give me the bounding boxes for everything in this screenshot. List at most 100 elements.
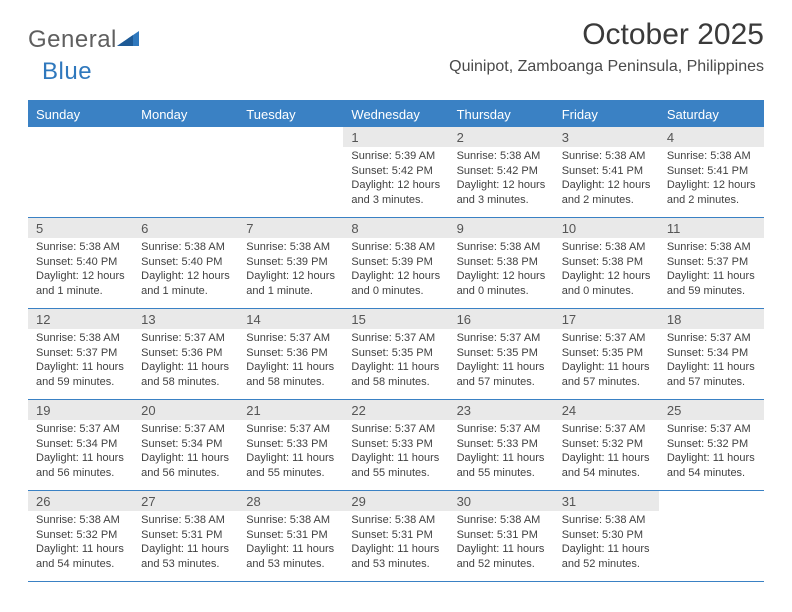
day-number: 18	[659, 309, 764, 329]
day-cell: Sunrise: 5:38 AMSunset: 5:38 PMDaylight:…	[554, 238, 659, 308]
day-cell: Sunrise: 5:38 AMSunset: 5:30 PMDaylight:…	[554, 511, 659, 581]
daylight-text-1: Daylight: 12 hours	[141, 269, 230, 284]
day-number: 19	[28, 400, 133, 420]
day-cell: Sunrise: 5:38 AMSunset: 5:39 PMDaylight:…	[343, 238, 448, 308]
sunrise-text: Sunrise: 5:38 AM	[246, 513, 335, 528]
daylight-text-2: and 54 minutes.	[667, 466, 756, 481]
day-number: 26	[28, 491, 133, 511]
sunset-text: Sunset: 5:35 PM	[351, 346, 440, 361]
day-cell: Sunrise: 5:37 AMSunset: 5:36 PMDaylight:…	[238, 329, 343, 399]
day-cell	[28, 147, 133, 217]
daylight-text-2: and 55 minutes.	[457, 466, 546, 481]
sunset-text: Sunset: 5:34 PM	[141, 437, 230, 452]
day-number: 29	[343, 491, 448, 511]
day-cell: Sunrise: 5:38 AMSunset: 5:37 PMDaylight:…	[28, 329, 133, 399]
daylight-text-1: Daylight: 11 hours	[141, 451, 230, 466]
sunrise-text: Sunrise: 5:37 AM	[351, 331, 440, 346]
day-number: 2	[449, 127, 554, 147]
day-number: 3	[554, 127, 659, 147]
sunset-text: Sunset: 5:33 PM	[457, 437, 546, 452]
sunrise-text: Sunrise: 5:37 AM	[246, 331, 335, 346]
sunset-text: Sunset: 5:36 PM	[141, 346, 230, 361]
brand-word2: Blue	[42, 58, 92, 85]
daylight-text-1: Daylight: 12 hours	[351, 178, 440, 193]
day-cell: Sunrise: 5:37 AMSunset: 5:34 PMDaylight:…	[28, 420, 133, 490]
sunset-text: Sunset: 5:42 PM	[457, 164, 546, 179]
day-number: 13	[133, 309, 238, 329]
day-cell: Sunrise: 5:37 AMSunset: 5:34 PMDaylight:…	[133, 420, 238, 490]
calendar-grid: Sunday Monday Tuesday Wednesday Thursday…	[28, 100, 764, 582]
day-cell	[659, 511, 764, 581]
sunset-text: Sunset: 5:31 PM	[351, 528, 440, 543]
daylight-text-2: and 0 minutes.	[562, 284, 651, 299]
sunrise-text: Sunrise: 5:37 AM	[562, 422, 651, 437]
sunset-text: Sunset: 5:31 PM	[246, 528, 335, 543]
daylight-text-2: and 53 minutes.	[246, 557, 335, 572]
sunset-text: Sunset: 5:40 PM	[36, 255, 125, 270]
day-number: 10	[554, 218, 659, 238]
sunrise-text: Sunrise: 5:38 AM	[36, 331, 125, 346]
day-number: 4	[659, 127, 764, 147]
sunrise-text: Sunrise: 5:38 AM	[36, 240, 125, 255]
daylight-text-2: and 55 minutes.	[246, 466, 335, 481]
daylight-text-2: and 53 minutes.	[351, 557, 440, 572]
sunrise-text: Sunrise: 5:37 AM	[141, 422, 230, 437]
day-number: 16	[449, 309, 554, 329]
day-number: 25	[659, 400, 764, 420]
dow-monday: Monday	[133, 102, 238, 127]
daylight-text-2: and 56 minutes.	[141, 466, 230, 481]
sunrise-text: Sunrise: 5:39 AM	[351, 149, 440, 164]
day-number: 9	[449, 218, 554, 238]
sunset-text: Sunset: 5:36 PM	[246, 346, 335, 361]
daylight-text-2: and 57 minutes.	[457, 375, 546, 390]
daylight-text-2: and 2 minutes.	[667, 193, 756, 208]
dow-tuesday: Tuesday	[238, 102, 343, 127]
daylight-text-1: Daylight: 11 hours	[457, 360, 546, 375]
daylight-text-2: and 58 minutes.	[351, 375, 440, 390]
day-cell: Sunrise: 5:37 AMSunset: 5:35 PMDaylight:…	[449, 329, 554, 399]
daylight-text-2: and 52 minutes.	[457, 557, 546, 572]
day-number: 24	[554, 400, 659, 420]
daylight-text-2: and 1 minute.	[246, 284, 335, 299]
dow-header-row: Sunday Monday Tuesday Wednesday Thursday…	[28, 102, 764, 127]
sunrise-text: Sunrise: 5:38 AM	[351, 240, 440, 255]
daylight-text-1: Daylight: 11 hours	[36, 360, 125, 375]
sunset-text: Sunset: 5:31 PM	[457, 528, 546, 543]
dow-sunday: Sunday	[28, 102, 133, 127]
day-number	[659, 491, 764, 511]
daylight-text-1: Daylight: 11 hours	[667, 451, 756, 466]
day-number	[28, 127, 133, 147]
sunrise-text: Sunrise: 5:37 AM	[36, 422, 125, 437]
daylight-text-1: Daylight: 11 hours	[351, 451, 440, 466]
sunrise-text: Sunrise: 5:38 AM	[667, 240, 756, 255]
sunset-text: Sunset: 5:42 PM	[351, 164, 440, 179]
sunset-text: Sunset: 5:41 PM	[667, 164, 756, 179]
daylight-text-1: Daylight: 11 hours	[246, 542, 335, 557]
day-cell: Sunrise: 5:37 AMSunset: 5:33 PMDaylight:…	[238, 420, 343, 490]
week-row: 19202122232425Sunrise: 5:37 AMSunset: 5:…	[28, 400, 764, 491]
daylight-text-2: and 54 minutes.	[36, 557, 125, 572]
day-cell: Sunrise: 5:38 AMSunset: 5:31 PMDaylight:…	[343, 511, 448, 581]
sunrise-text: Sunrise: 5:38 AM	[562, 513, 651, 528]
daylight-text-1: Daylight: 11 hours	[667, 360, 756, 375]
sunset-text: Sunset: 5:35 PM	[457, 346, 546, 361]
day-number: 5	[28, 218, 133, 238]
daylight-text-2: and 58 minutes.	[246, 375, 335, 390]
day-cell: Sunrise: 5:37 AMSunset: 5:33 PMDaylight:…	[449, 420, 554, 490]
daylight-text-2: and 1 minute.	[36, 284, 125, 299]
week-row: 1234Sunrise: 5:39 AMSunset: 5:42 PMDayli…	[28, 127, 764, 218]
day-cell: Sunrise: 5:38 AMSunset: 5:39 PMDaylight:…	[238, 238, 343, 308]
daylight-text-2: and 1 minute.	[141, 284, 230, 299]
day-number: 27	[133, 491, 238, 511]
sunset-text: Sunset: 5:40 PM	[141, 255, 230, 270]
sunset-text: Sunset: 5:38 PM	[562, 255, 651, 270]
sunrise-text: Sunrise: 5:38 AM	[457, 240, 546, 255]
daylight-text-1: Daylight: 12 hours	[457, 269, 546, 284]
sunrise-text: Sunrise: 5:37 AM	[457, 422, 546, 437]
daylight-text-1: Daylight: 11 hours	[667, 269, 756, 284]
day-number: 11	[659, 218, 764, 238]
daylight-text-1: Daylight: 12 hours	[457, 178, 546, 193]
daylight-text-2: and 3 minutes.	[351, 193, 440, 208]
daylight-text-2: and 59 minutes.	[36, 375, 125, 390]
day-cell: Sunrise: 5:38 AMSunset: 5:37 PMDaylight:…	[659, 238, 764, 308]
